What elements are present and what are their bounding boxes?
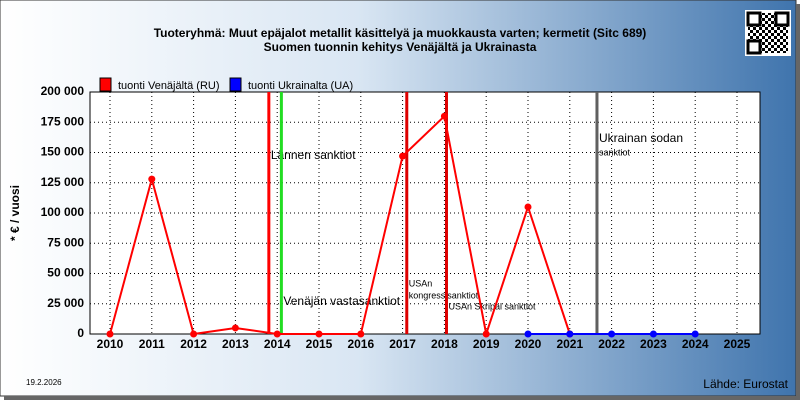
- y-tick-label: 125 000: [41, 175, 85, 189]
- data-point: [399, 152, 407, 160]
- x-tick-label: 2020: [515, 337, 542, 351]
- y-tick-label: 25 000: [47, 296, 84, 310]
- x-tick-label: 2018: [431, 337, 458, 351]
- event-label: kongressisanktiot: [409, 290, 479, 300]
- x-tick-label: 2014: [264, 337, 291, 351]
- y-tick-label: 75 000: [47, 235, 84, 249]
- plot-frame: [89, 91, 761, 335]
- x-tick-label: 2011: [139, 337, 165, 351]
- shadow: [4, 396, 800, 400]
- y-tick-label: 100 000: [41, 205, 85, 219]
- legend-label: tuonti Ukrainalta (UA): [248, 80, 353, 92]
- x-tick-label: 2022: [598, 337, 625, 351]
- y-tick-label: 150 000: [41, 145, 85, 159]
- y-tick-label: 50 000: [47, 266, 84, 280]
- data-point: [524, 330, 532, 338]
- x-tick-label: 2024: [682, 337, 709, 351]
- event-label: USAn: [409, 278, 433, 288]
- series-line: [109, 114, 571, 338]
- event-label: Ukrainan sodan: [599, 131, 683, 145]
- chart-title: Tuoteryhmä: Muut epäjalot metallit käsit…: [154, 26, 647, 40]
- x-tick-label: 2017: [389, 337, 416, 351]
- event-label: USAn Skripal sanktiot: [448, 301, 536, 311]
- data-point: [608, 330, 616, 338]
- plot-area: [90, 92, 760, 334]
- legend-label: tuonti Venäjältä (RU): [118, 80, 220, 92]
- x-tick-label: 2013: [222, 337, 249, 351]
- data-point: [649, 330, 657, 338]
- y-tick-label: 175 000: [41, 114, 85, 128]
- x-tick-label: 2016: [347, 337, 374, 351]
- x-tick-label: 2010: [97, 337, 124, 351]
- data-point: [566, 330, 574, 338]
- qr-code: [745, 10, 791, 56]
- data-point: [148, 175, 156, 183]
- legend-swatch: [229, 77, 242, 92]
- data-point: [190, 330, 198, 338]
- shadow: [796, 4, 800, 400]
- data-point: [231, 324, 239, 332]
- event-label: sanktiot: [599, 147, 631, 157]
- x-tick-label: 2023: [640, 337, 667, 351]
- chart-subtitle: Suomen tuonnin kehitys Venäjältä ja Ukra…: [264, 40, 537, 54]
- x-tick-label: 2012: [180, 337, 207, 351]
- x-tick-label: 2015: [306, 337, 333, 351]
- legend-swatch: [99, 77, 112, 92]
- data-point: [106, 330, 114, 338]
- x-tick-label: 2019: [473, 337, 500, 351]
- y-tick-label: 200 000: [41, 84, 85, 98]
- y-tick-label: 0: [77, 326, 84, 340]
- data-point: [691, 330, 699, 338]
- x-tick-label: 2025: [724, 337, 751, 351]
- event-label: Lännen sanktiot: [271, 148, 356, 162]
- date: 19.2.2026: [26, 378, 62, 387]
- event-label: Venäjän vastasanktiot: [283, 294, 400, 308]
- y-axis-label: * € / vuosi: [8, 185, 22, 241]
- x-tick-label: 2021: [556, 337, 583, 351]
- source: Lähde: Eurostat: [703, 377, 788, 391]
- data-point: [273, 330, 281, 338]
- data-point: [524, 203, 532, 211]
- data-point: [440, 112, 448, 120]
- data-point: [315, 330, 323, 338]
- data-point: [357, 330, 365, 338]
- data-point: [482, 330, 490, 338]
